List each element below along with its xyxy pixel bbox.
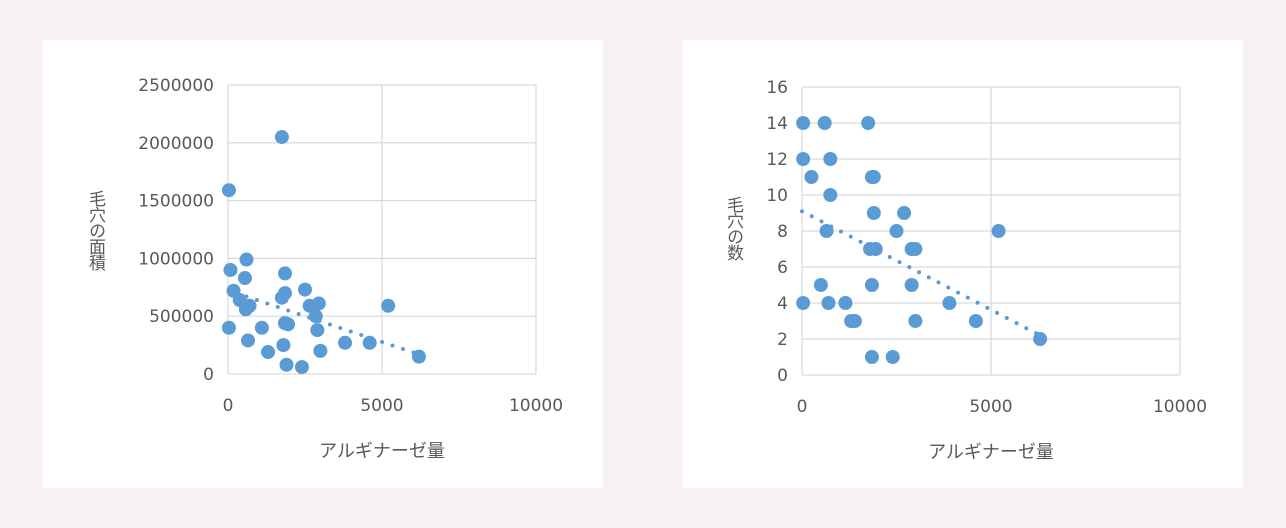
data-point — [311, 296, 326, 311]
data-point — [298, 282, 312, 297]
data-point — [277, 266, 292, 281]
chart-panel-count: 0 2 4 6 8 10 12 14 16 0 5000 10000 アルギナーゼ量 毛穴の数 — [683, 40, 1243, 488]
data-point — [223, 262, 238, 277]
data-point — [991, 224, 1006, 238]
data-point — [308, 309, 323, 324]
data-point — [276, 338, 291, 353]
trendline — [800, 209, 1043, 338]
y-tick-label: 8 — [777, 222, 788, 242]
y-tick-label: 0 — [777, 366, 788, 386]
data-point — [868, 242, 883, 256]
y-tick-label: 14 — [766, 114, 788, 134]
scatter-chart-count: 0 2 4 6 8 10 12 14 16 0 5000 10000 アルギナーゼ量 — [766, 78, 1207, 463]
y-tick-label: 500000 — [149, 307, 214, 327]
data-point — [864, 278, 879, 292]
data-point — [897, 206, 912, 220]
data-point — [254, 320, 269, 335]
data-point — [821, 296, 836, 310]
data-point — [796, 116, 811, 130]
data-point — [861, 116, 876, 130]
data-point — [294, 360, 309, 375]
y-tick-label: 4 — [777, 294, 788, 314]
data-point — [277, 286, 292, 301]
data-point — [813, 278, 828, 292]
data-point — [274, 130, 289, 145]
data-point — [411, 349, 426, 364]
data-point — [362, 335, 377, 350]
data-point — [313, 343, 328, 358]
data-point — [796, 296, 811, 310]
scatter-chart-area: 0 500000 1000000 1500000 2000000 2500000 0 5000… — [138, 76, 563, 462]
data-point — [864, 350, 879, 364]
x-tick-label: 0 — [223, 396, 234, 416]
y-tick-label: 10 — [766, 186, 788, 206]
data-point — [804, 170, 819, 184]
data-point — [823, 188, 838, 202]
data-point — [221, 320, 236, 335]
x-tick-label: 5000 — [360, 396, 403, 416]
data-point — [1033, 332, 1048, 346]
data-point — [239, 252, 254, 267]
y-tick-label: 6 — [777, 258, 788, 278]
data-point — [242, 298, 257, 313]
data-point — [885, 350, 900, 364]
data-point — [237, 271, 252, 286]
data-point — [796, 152, 811, 166]
x-tick-label: 10000 — [509, 396, 563, 416]
y-tick-label: 16 — [766, 78, 788, 98]
y-tick-label: 1500000 — [138, 192, 214, 212]
data-point — [942, 296, 957, 310]
y-tick-label: 2500000 — [138, 76, 214, 96]
data-point — [866, 206, 881, 220]
y-tick-label: 0 — [203, 365, 214, 385]
data-point — [904, 278, 919, 292]
data-point — [908, 242, 923, 256]
data-point — [819, 224, 834, 238]
data-point — [817, 116, 832, 130]
y-tick-label: 2 — [777, 330, 788, 350]
data-point — [838, 296, 853, 310]
y-tick-label: 2000000 — [138, 134, 214, 154]
data-point — [338, 335, 353, 350]
x-axis-title: アルギナーゼ量 — [319, 441, 445, 462]
data-point — [261, 345, 276, 360]
data-point — [281, 317, 296, 332]
x-axis-title: アルギナーゼ量 — [928, 442, 1054, 463]
data-point — [908, 314, 923, 328]
data-point — [823, 152, 838, 166]
data-point — [381, 298, 396, 313]
data-point — [279, 357, 294, 372]
data-point — [310, 323, 325, 338]
y-axis-title: 毛穴の数 — [723, 196, 743, 260]
data-point — [847, 314, 862, 328]
data-point — [889, 224, 904, 238]
data-point — [866, 170, 881, 184]
x-tick-label: 0 — [797, 397, 808, 417]
data-point — [968, 314, 983, 328]
x-tick-label: 10000 — [1153, 397, 1207, 417]
y-tick-label: 1000000 — [138, 249, 214, 269]
chart-panel-area: 0 500000 1000000 1500000 2000000 2500000 0 5000… — [43, 40, 603, 488]
data-point — [221, 183, 236, 198]
y-axis-title: 毛穴の面積 — [85, 190, 105, 270]
data-point — [241, 333, 256, 348]
y-tick-label: 12 — [766, 150, 788, 170]
x-tick-label: 5000 — [969, 397, 1012, 417]
